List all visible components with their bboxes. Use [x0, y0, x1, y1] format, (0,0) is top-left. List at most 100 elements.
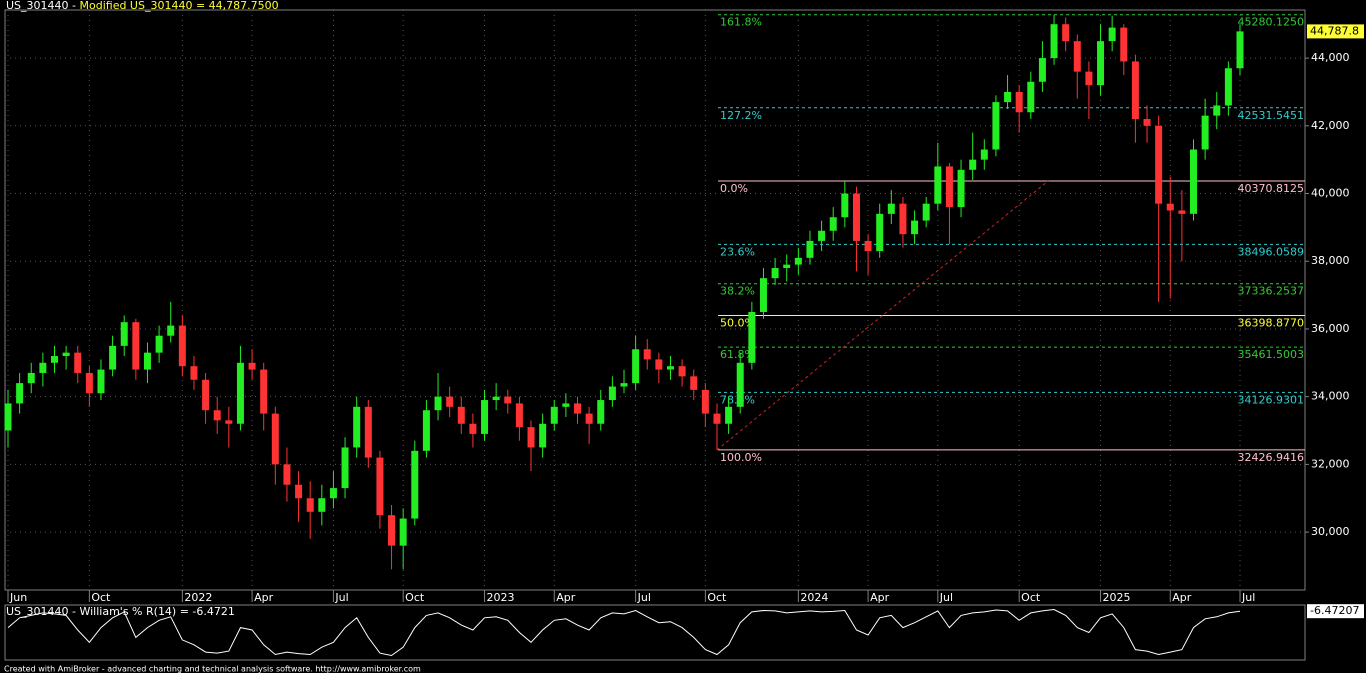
candle-body — [852, 193, 860, 241]
x-tick-label: Jul — [637, 591, 651, 604]
x-tick-label: Apr — [254, 591, 274, 604]
x-tick-label: Oct — [91, 591, 111, 604]
candle-body — [411, 450, 419, 519]
candle-body — [1120, 27, 1128, 62]
candle-body — [1131, 61, 1139, 120]
x-tick-label: 2024 — [800, 591, 828, 604]
candle-body — [783, 264, 791, 269]
fib-label: 23.6% — [720, 245, 755, 258]
indicator-label-box — [1307, 604, 1364, 619]
candle-body — [515, 403, 523, 428]
candle-body — [748, 312, 756, 363]
candle-body — [364, 406, 372, 458]
price-label-box — [1307, 24, 1364, 39]
candle-body — [655, 359, 663, 370]
candle-body — [248, 362, 256, 370]
fib-label: 0.0% — [720, 182, 748, 195]
candle-body — [457, 406, 465, 424]
candle-body — [969, 159, 977, 170]
candle-body — [271, 413, 279, 465]
candle-body — [550, 406, 558, 424]
candle-body — [771, 268, 779, 279]
last-value: Modified US_301440 = 44,787.7500 — [80, 0, 279, 12]
x-tick-label: Apr — [870, 591, 890, 604]
y-tick-label: 34,000 — [1311, 390, 1350, 403]
candle-body — [1166, 203, 1174, 211]
x-tick-label: Oct — [707, 591, 727, 604]
symbol: US_301440 - — [6, 0, 80, 12]
candle-body — [829, 217, 837, 231]
candle-body — [876, 213, 884, 252]
candle-body — [736, 362, 744, 407]
candle-body — [132, 322, 140, 370]
candle-body — [39, 362, 47, 373]
candle-body — [120, 322, 128, 346]
candle-body — [1213, 105, 1221, 116]
indicator-panel — [4, 604, 1306, 661]
candle-body — [713, 413, 721, 424]
candle-body — [74, 352, 82, 373]
candle-body — [992, 102, 1000, 150]
x-tick-label: Apr — [1172, 591, 1192, 604]
fib-value-label: 38496.0589 — [1238, 245, 1304, 258]
candle-body — [585, 413, 593, 424]
candle-body — [1224, 68, 1232, 106]
fib-value-label: 35461.5003 — [1238, 348, 1304, 361]
candle-body — [864, 240, 872, 252]
y-tick-label: 36,000 — [1311, 322, 1350, 335]
x-tick-label: Jul — [939, 591, 953, 604]
x-tick-label: Oct — [1021, 591, 1041, 604]
x-tick-label: 2023 — [487, 591, 515, 604]
candle-body — [353, 406, 361, 448]
y-tick-label: 44,000 — [1311, 51, 1350, 64]
candle-body — [16, 383, 24, 404]
candle-body — [899, 203, 907, 235]
candle-body — [27, 372, 35, 384]
candle-body — [62, 352, 70, 357]
candle-body — [341, 447, 349, 489]
candle-body — [481, 400, 489, 434]
candle-body — [295, 484, 303, 499]
y-tick-label: 30,000 — [1311, 525, 1350, 538]
candle-body — [1108, 27, 1116, 42]
candle-body — [1190, 149, 1198, 214]
price-panel — [4, 9, 1306, 591]
williams-line — [7, 608, 1241, 657]
trend-line — [716, 180, 1049, 451]
candle-body — [376, 457, 384, 516]
candle-body — [574, 403, 582, 414]
fib-label: 61.8% — [720, 348, 755, 361]
candle-body — [178, 325, 186, 367]
indicator-label: -6.47207 — [1310, 604, 1359, 617]
candle-body — [97, 369, 105, 394]
candle-body — [1236, 31, 1244, 69]
candle-body — [109, 345, 117, 370]
candle-body — [202, 379, 210, 411]
candle-body — [388, 515, 396, 546]
candle-body — [190, 366, 198, 380]
fib-value-label: 32426.9416 — [1238, 451, 1304, 464]
candle-body — [527, 427, 535, 448]
candle-body — [422, 410, 430, 451]
candle-body — [329, 488, 337, 499]
candle-body — [1097, 41, 1105, 86]
candle-body — [306, 498, 314, 512]
candle-body — [922, 203, 930, 221]
candle-body — [1155, 125, 1163, 204]
candle-body — [1178, 210, 1186, 214]
candle-body — [934, 166, 942, 204]
candle-body — [318, 498, 326, 512]
candle-body — [794, 257, 802, 265]
candle-body — [887, 203, 895, 214]
y-tick-label: 38,000 — [1311, 254, 1350, 267]
candle-body — [980, 149, 988, 160]
candle-body — [632, 349, 640, 384]
candle-body — [1038, 58, 1046, 82]
fib-label: 38.2% — [720, 285, 755, 298]
x-tick-label: 2022 — [184, 591, 212, 604]
x-tick-label: Oct — [405, 591, 425, 604]
fib-value-label: 34126.9301 — [1238, 393, 1304, 406]
fib-label: 127.2% — [720, 109, 762, 122]
candle-body — [945, 166, 953, 208]
